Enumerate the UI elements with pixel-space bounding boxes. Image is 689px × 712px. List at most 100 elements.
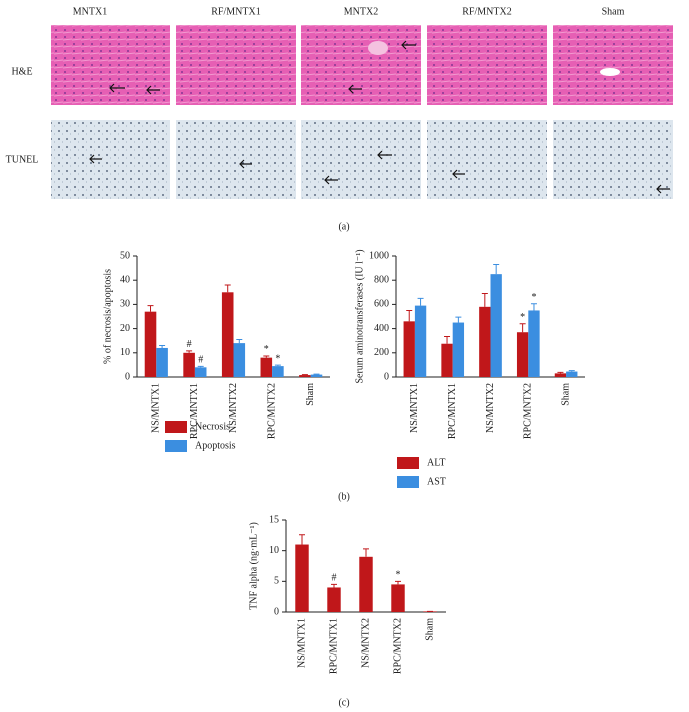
significance-marker: * — [264, 344, 269, 355]
y-tick-label: 30 — [120, 299, 130, 310]
significance-marker: # — [198, 355, 203, 366]
bar — [566, 371, 578, 377]
legend-label: Necrosis — [195, 421, 230, 432]
significance-marker: * — [531, 292, 536, 303]
panel-label: (c) — [338, 697, 349, 708]
y-tick-label: 10 — [120, 347, 130, 358]
bar — [441, 343, 453, 377]
x-tick-label: RPC/MNTX1 — [328, 618, 339, 674]
micrograph — [427, 25, 547, 105]
column-header: RF/MNTX2 — [462, 6, 511, 17]
bar — [156, 347, 168, 377]
x-tick-label: RPC/MNTX1 — [189, 383, 200, 439]
x-tick-label: RPC/MNTX2 — [266, 383, 277, 439]
bar — [528, 310, 540, 377]
bar — [490, 274, 502, 377]
micrographs: MNTX1 RF/MNTX1 MNTX2 RF/MNTX2 Sham H&E T… — [6, 6, 673, 232]
y-axis-label: Serum aminotransferases (IU l⁻¹) — [354, 249, 365, 383]
column-header: Sham — [602, 6, 625, 17]
y-tick-label: 15 — [269, 514, 279, 525]
bar — [299, 375, 311, 377]
error-bar — [493, 263, 500, 275]
column-header: MNTX1 — [73, 6, 107, 17]
x-tick-label: NS/MNTX1 — [296, 618, 307, 668]
bar — [295, 544, 309, 612]
error-bar — [530, 303, 537, 311]
y-tick-label: 400 — [374, 323, 389, 334]
bar — [272, 366, 284, 377]
x-tick-label: NS/MNTX1 — [151, 383, 162, 433]
x-tick-label: NS/MNTX2 — [485, 383, 496, 433]
significance-marker: * — [520, 312, 525, 323]
error-bar — [395, 580, 401, 585]
y-tick-label: 5 — [274, 576, 279, 587]
row-label: H&E — [11, 66, 32, 77]
error-bar — [263, 355, 270, 358]
bar — [221, 292, 234, 377]
bar — [260, 357, 273, 377]
error-bar — [455, 316, 462, 323]
error-bar — [481, 293, 488, 307]
y-tick-label: 0 — [125, 371, 130, 382]
y-tick-label: 0 — [274, 606, 279, 617]
error-bar — [299, 534, 305, 545]
micrograph — [301, 120, 421, 199]
x-tick-label: NS/MNTX2 — [360, 618, 371, 668]
legend-label: AST — [427, 476, 446, 487]
error-bar — [363, 548, 369, 557]
arrows — [89, 40, 670, 194]
y-tick-label: 40 — [120, 274, 130, 285]
error-bar — [331, 583, 337, 588]
y-tick-label: 200 — [374, 347, 389, 358]
error-bar — [236, 338, 243, 344]
error-bar — [274, 364, 281, 367]
significance-marker: * — [275, 353, 280, 364]
row-label: TUNEL — [6, 154, 39, 165]
legend-label: Apoptosis — [195, 440, 236, 451]
x-tick-label: Sham — [305, 383, 316, 406]
y-axis-label: TNF alpha (ng·mL⁻¹) — [248, 522, 259, 610]
error-bar — [519, 323, 526, 333]
error-bar — [557, 371, 564, 374]
micrograph — [553, 25, 673, 105]
y-tick-label: 20 — [120, 323, 130, 334]
x-tick-label: Sham — [424, 618, 435, 641]
x-tick-label: RPC/MNTX1 — [447, 383, 458, 439]
vessel — [600, 68, 620, 76]
x-tick-label: RPC/MNTX2 — [523, 383, 534, 439]
error-bar — [186, 350, 193, 353]
significance-marker: # — [332, 573, 337, 584]
error-bar — [406, 309, 413, 322]
y-tick-label: 0 — [384, 371, 389, 382]
legend-swatch — [165, 440, 187, 452]
legend-swatch — [165, 421, 187, 433]
error-bar — [224, 284, 231, 293]
column-header: MNTX2 — [344, 6, 378, 17]
legend-label: ALT — [427, 457, 446, 468]
legend-swatch — [397, 476, 419, 488]
micrograph — [51, 25, 170, 105]
column-header: RF/MNTX1 — [211, 6, 260, 17]
bar — [233, 343, 246, 377]
micrograph — [51, 120, 170, 199]
error-bar — [147, 305, 154, 312]
panel-label: (a) — [338, 221, 349, 232]
y-axis-label: % of necrosis/apoptosis — [102, 269, 113, 364]
micrograph — [553, 120, 673, 199]
error-bar — [417, 297, 424, 306]
error-bar — [568, 370, 575, 372]
bar — [391, 584, 405, 612]
lesion — [368, 41, 388, 55]
y-tick-label: 1000 — [369, 250, 389, 261]
x-tick-label: Sham — [560, 383, 571, 406]
error-bar — [197, 365, 204, 368]
micrograph — [176, 25, 296, 105]
y-tick-label: 600 — [374, 299, 389, 310]
bar — [403, 321, 415, 377]
micrograph — [427, 120, 547, 199]
bar — [516, 332, 529, 377]
bar — [183, 352, 195, 377]
bar — [310, 374, 323, 377]
y-tick-label: 50 — [120, 250, 130, 261]
